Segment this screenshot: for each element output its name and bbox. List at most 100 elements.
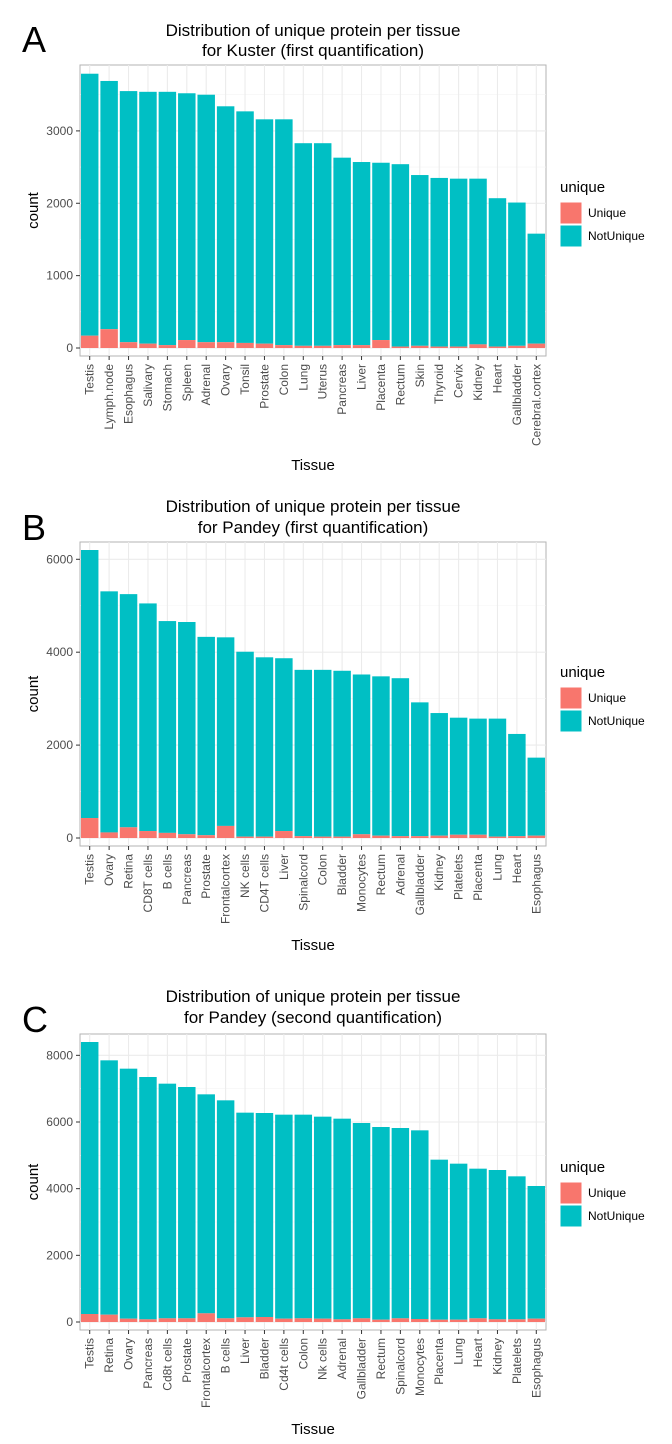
legend-title: unique [560,1159,605,1176]
x-axis-title: Tissue [291,937,335,954]
bar-unique [508,345,526,348]
bar-notunique [508,1176,526,1320]
x-tick-label: Lung [490,854,504,881]
x-tick-label: Adrenal [393,854,407,895]
x-tick-label: Ovary [122,1338,136,1370]
bar-unique [236,342,254,348]
bar-notunique [372,162,390,341]
x-tick-label: Bladder [335,854,349,895]
bar-notunique [449,1163,468,1320]
bar-notunique [255,1113,274,1317]
bar-unique [294,1318,313,1322]
bar-unique [391,346,410,348]
bar-notunique [469,718,487,835]
legend-label: NotUnique [588,229,645,243]
y-tick-label: 6000 [46,552,73,566]
legend-key [559,1181,583,1205]
bar-notunique [430,177,448,347]
x-tick-label: Platelets [452,854,466,900]
bar-unique [216,1318,235,1322]
bar-notunique [216,106,235,343]
legend: unique Unique NotUnique [559,664,645,733]
bar-unique [216,825,235,838]
bar-notunique [100,80,118,330]
x-tick-label: Monocytes [413,1338,427,1396]
bar-unique [488,346,507,348]
bar-unique [80,1314,99,1322]
x-tick-label: Esophagus [529,854,543,914]
x-tick-label: Retina [102,1338,116,1373]
x-tick-label: Testis [83,854,97,885]
bar-unique [294,836,313,838]
bar-unique [197,342,215,348]
plot-area [79,64,547,357]
bar-unique [119,342,138,348]
bar-unique [236,1317,254,1322]
bar-notunique [197,1094,215,1314]
bar-unique [527,1318,546,1322]
x-tick-label: Lung [296,364,310,391]
bar-notunique [527,1186,546,1319]
x-tick-label: Gallbladder [510,364,524,425]
bar-notunique [80,73,99,336]
bar-unique [313,345,332,348]
x-tick-label: Ovary [102,854,116,886]
bar-unique [178,834,196,838]
bar-unique [508,836,526,838]
y-axis-title: count [25,191,42,229]
bar-notunique [197,94,215,343]
x-tick-label: CD4T cells [257,854,271,912]
x-tick-label: Kidney [471,364,485,401]
bar-notunique [333,1118,351,1320]
x-tick-label: Rectum [374,1338,388,1379]
bar-unique [275,345,293,348]
y-tick-label: 2000 [46,738,73,752]
bar-notunique [119,594,138,828]
bar-unique [158,832,177,838]
x-tick-label: Pancreas [180,854,194,905]
bar-notunique [158,621,177,833]
bar-notunique [411,702,429,837]
x-tick-label: Prostate [180,1338,194,1383]
plot-area [79,541,547,847]
legend-label: Unique [588,691,626,705]
chart-subtitle: for Pandey (second quantification) [184,1008,442,1027]
bar-notunique [411,175,429,346]
bar-unique [255,836,274,838]
bar-notunique [236,111,254,343]
legend-label: NotUnique [588,1209,645,1223]
legend-key [559,709,583,733]
bar-notunique [275,1114,293,1319]
x-tick-label: Tonsil [238,364,252,395]
bar-notunique [313,669,332,837]
bar-unique [527,343,546,348]
panel-letter: C [22,999,48,1040]
bar-notunique [158,91,177,346]
chart-panel-b: B Distribution of unique protein per tiss… [22,497,645,954]
bar-notunique [469,1168,487,1319]
x-tick-label: Retina [122,854,136,889]
x-tick-label: Gallbladder [413,854,427,915]
x-tick-label: Kidney [490,1338,504,1375]
bar-notunique [488,718,507,837]
x-tick-label: Colon [316,854,330,885]
bar-unique [430,835,448,838]
bar-notunique [197,636,215,836]
bar-notunique [236,1112,254,1318]
x-tick-label: Skin [413,364,427,387]
bar-unique [469,834,487,838]
x-tick-label: Uterus [316,364,330,399]
chart-title: Distribution of unique protein per tissu… [166,497,461,516]
x-tick-label: Frontalcortex [219,854,233,924]
bar-unique [80,818,99,838]
bar-notunique [294,669,313,837]
bar-unique [100,329,118,348]
legend-key [559,686,583,710]
bar-unique [508,1319,526,1322]
bar-notunique [216,637,235,826]
bar-notunique [372,676,390,836]
bar-notunique [178,1087,196,1319]
chart-panel-a: A Distribution of unique protein per tiss… [22,19,645,474]
bar-unique [352,1318,371,1322]
bar-notunique [352,162,371,346]
